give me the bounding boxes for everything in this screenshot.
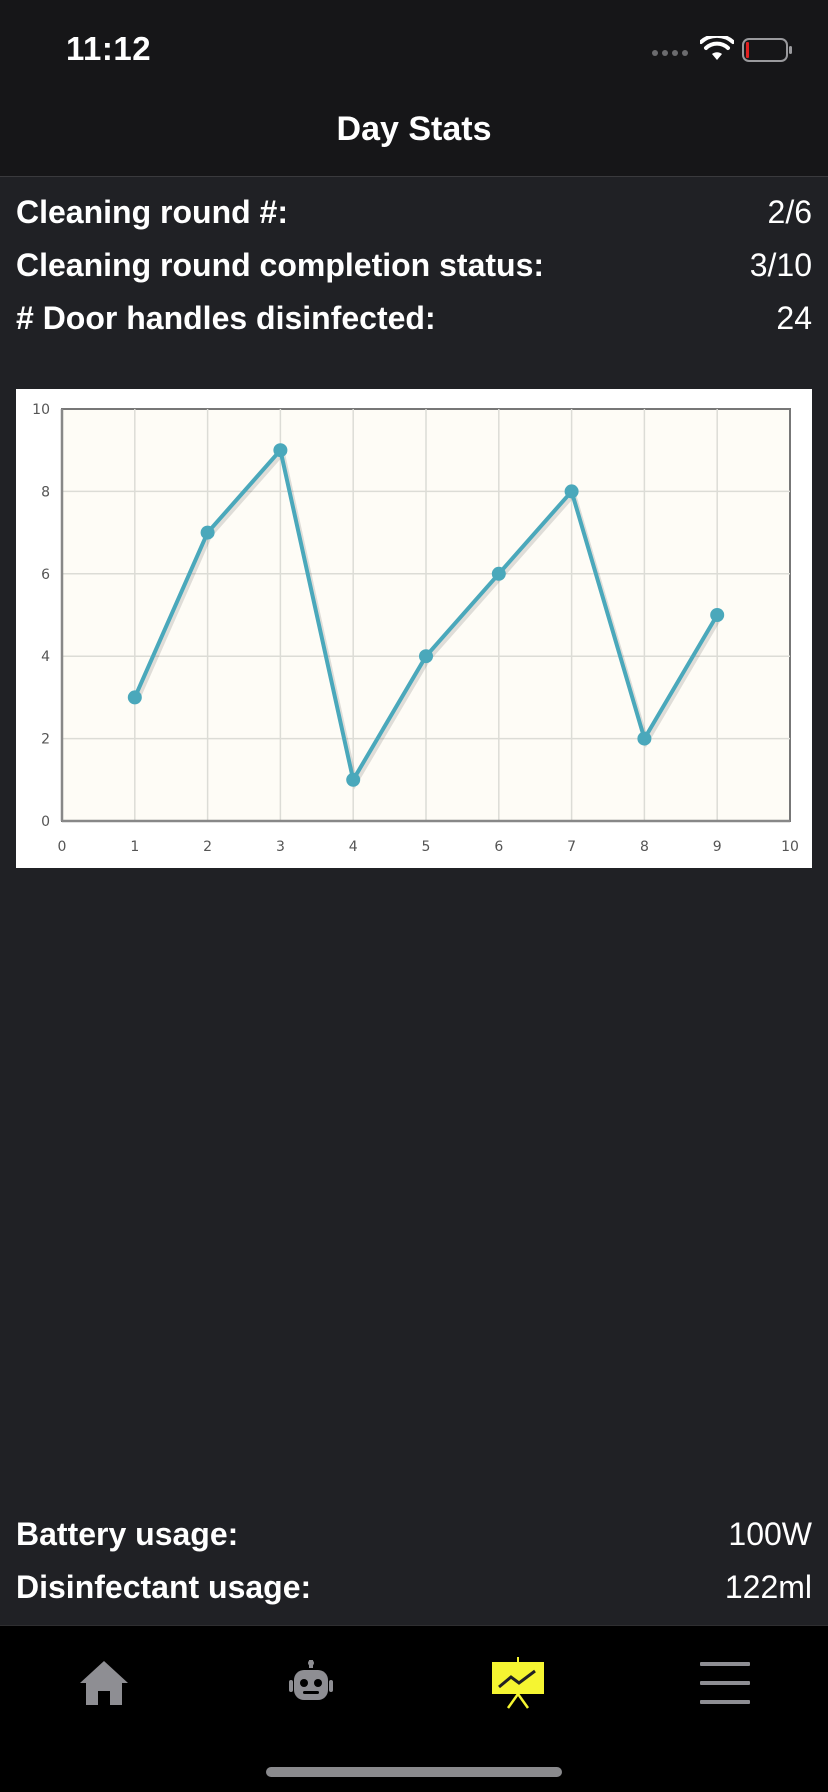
tab-menu[interactable] bbox=[685, 1648, 765, 1718]
robot-icon bbox=[289, 1660, 333, 1700]
stat-value: 122ml bbox=[724, 1568, 812, 1605]
x-tick-label: 8 bbox=[640, 839, 649, 855]
x-tick-label: 1 bbox=[130, 839, 139, 855]
top-bar: 11:12 Day Stats bbox=[0, 0, 828, 177]
stat-label: Disinfectant usage: bbox=[16, 1568, 312, 1605]
stat-disinfectant-usage: Disinfectant usage: 122ml bbox=[16, 1564, 812, 1610]
page-title: Day Stats bbox=[336, 110, 492, 148]
menu-icon bbox=[700, 1662, 750, 1704]
tab-stats[interactable] bbox=[478, 1648, 558, 1718]
stat-value: 3/10 bbox=[749, 246, 812, 283]
x-tick-label: 4 bbox=[349, 839, 358, 855]
stat-label: Cleaning round completion status: bbox=[16, 246, 545, 283]
data-point bbox=[127, 690, 142, 705]
data-point bbox=[637, 731, 652, 746]
stat-value: 24 bbox=[776, 299, 812, 336]
y-tick-label: 8 bbox=[41, 484, 50, 500]
y-tick-label: 4 bbox=[41, 649, 50, 665]
stat-label: Battery usage: bbox=[16, 1515, 239, 1552]
x-tick-label: 0 bbox=[58, 839, 67, 855]
y-tick-label: 2 bbox=[41, 732, 50, 748]
cellular-signal-icon bbox=[652, 50, 688, 56]
x-tick-label: 3 bbox=[276, 839, 285, 855]
stat-cleaning-round: Cleaning round #: 2/6 bbox=[16, 189, 812, 235]
data-point bbox=[273, 443, 288, 458]
chart-icon bbox=[492, 1657, 544, 1709]
home-icon bbox=[80, 1661, 128, 1705]
data-point bbox=[419, 649, 433, 664]
tab-bar bbox=[0, 1625, 828, 1792]
data-point bbox=[710, 608, 725, 622]
y-tick-label: 6 bbox=[41, 567, 50, 583]
stat-value: 2/6 bbox=[767, 193, 812, 230]
data-point bbox=[200, 525, 215, 540]
x-tick-label: 10 bbox=[781, 839, 799, 855]
y-tick-label: 10 bbox=[32, 402, 50, 418]
wifi-icon bbox=[700, 36, 734, 60]
data-point bbox=[346, 772, 361, 787]
tab-home[interactable] bbox=[64, 1648, 144, 1718]
battery-icon bbox=[742, 38, 792, 62]
home-indicator[interactable] bbox=[266, 1767, 562, 1777]
data-point bbox=[491, 566, 506, 581]
x-tick-label: 9 bbox=[713, 839, 722, 855]
x-tick-label: 7 bbox=[567, 839, 576, 855]
data-point bbox=[564, 484, 579, 499]
x-tick-label: 6 bbox=[494, 839, 503, 855]
y-tick-label: 0 bbox=[41, 814, 50, 830]
stat-door-handles: # Door handles disinfected: 24 bbox=[16, 295, 812, 341]
tab-robot[interactable] bbox=[271, 1648, 351, 1718]
line-chart: 0 1 2 3 4 5 6 7 8 9 10 0 2 4 6 8 10 bbox=[16, 389, 812, 868]
status-time: 11:12 bbox=[66, 30, 152, 67]
stat-completion-status: Cleaning round completion status: 3/10 bbox=[16, 242, 812, 288]
x-tick-label: 2 bbox=[203, 839, 212, 855]
stat-label: # Door handles disinfected: bbox=[16, 299, 436, 336]
stat-label: Cleaning round #: bbox=[16, 193, 288, 230]
stat-value: 100W bbox=[728, 1515, 812, 1552]
stat-battery-usage: Battery usage: 100W bbox=[16, 1511, 812, 1557]
x-tick-label: 5 bbox=[422, 839, 431, 855]
line-chart-svg: 0 1 2 3 4 5 6 7 8 9 10 0 2 4 6 8 10 bbox=[32, 402, 799, 855]
